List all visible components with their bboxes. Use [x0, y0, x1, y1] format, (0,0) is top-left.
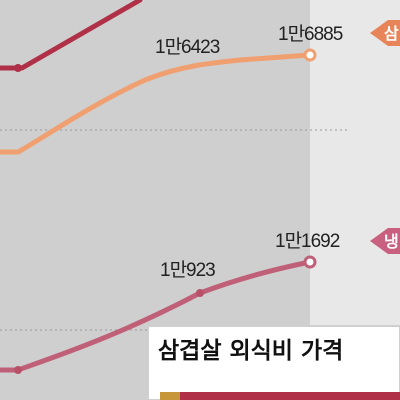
data-point-top-1	[14, 64, 22, 72]
chart-title-box	[147, 325, 400, 400]
series-tag-pink-bg	[370, 228, 400, 254]
chart-title: 삼겹살 외식비 가격	[158, 338, 343, 364]
chart-title-accent-right	[180, 392, 400, 400]
series-tag-orange-bg	[370, 20, 400, 46]
data-label-pink-2: 1만923	[160, 259, 215, 281]
data-label-orange-3: 1만6885	[278, 23, 343, 45]
series-tag-orange: 삼	[384, 24, 399, 43]
series-line-orange	[0, 52, 313, 155]
series-tag-pink: 냉	[384, 232, 399, 251]
data-label-orange-2: 1만6423	[155, 36, 220, 58]
data-point-pink-mid	[196, 289, 204, 297]
data-point-pink-end	[303, 255, 317, 269]
data-label-pink-3: 1만1692	[275, 230, 340, 252]
chart-title-accent-left	[160, 392, 180, 400]
data-point-orange-end	[303, 48, 317, 62]
data-point-pink-start	[14, 366, 22, 374]
series-line-pink	[0, 259, 313, 373]
